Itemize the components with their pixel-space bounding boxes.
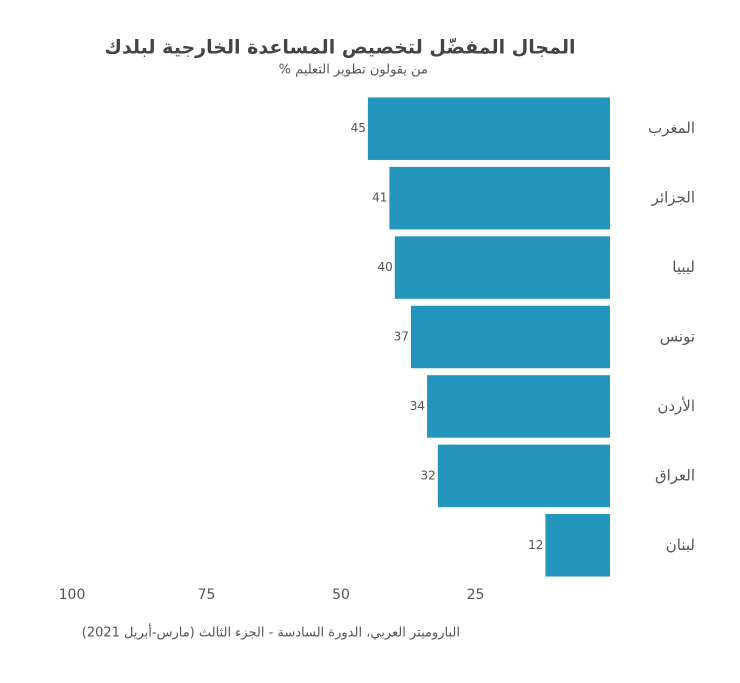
bar (545, 514, 610, 577)
x-tick-label: 50 (332, 587, 350, 603)
value-label: 45 (351, 121, 366, 135)
y-tick-label: ليبيا (672, 258, 695, 276)
x-tick-label: 100 (59, 587, 86, 603)
y-tick-label: الأردن (657, 396, 695, 415)
bar (427, 375, 610, 438)
bar (437, 444, 610, 508)
y-tick-label: المغرب (648, 119, 695, 137)
y-tick-label: الجزائر (651, 189, 695, 207)
source-note: الباروميتر العربي، الدورة السادسة - الجز… (82, 624, 460, 641)
value-label: 37 (394, 330, 409, 344)
bar (394, 236, 610, 299)
bar (367, 97, 610, 160)
value-label: 40 (378, 260, 393, 274)
bar (389, 166, 610, 230)
value-label: 41 (372, 191, 387, 205)
bar (410, 305, 610, 369)
chart-title: المجال المفضّل لتخصيص المساعدة الخارجية … (105, 37, 576, 59)
x-tick-label: 75 (198, 587, 216, 603)
value-label: 34 (410, 399, 425, 413)
x-tick-label: 25 (467, 587, 485, 603)
value-label: 32 (421, 468, 436, 482)
y-tick-label: العراق (655, 466, 695, 484)
y-tick-label: لبنان (666, 536, 695, 554)
y-tick-label: تونس (660, 328, 695, 346)
value-label: 12 (528, 538, 543, 552)
chart-subtitle: % من يقولون تطوير التعليم (279, 63, 428, 78)
